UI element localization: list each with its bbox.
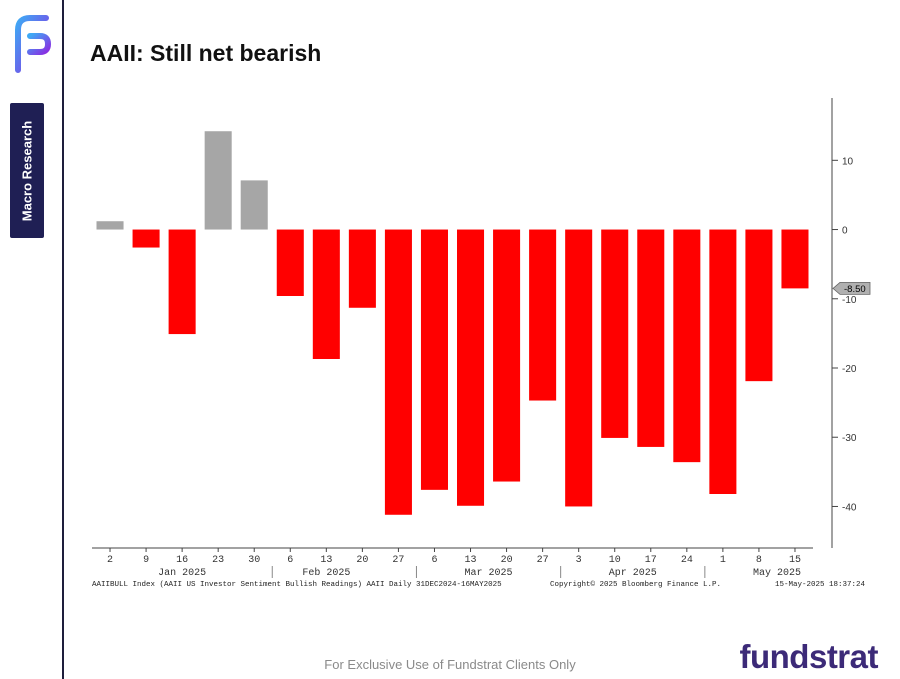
x-tick-label: 10 [609,555,621,566]
y-tick-label: -30 [842,433,857,444]
slide-title: AAII: Still net bearish [90,40,322,66]
section-label-badge: Macro Research [10,103,44,238]
fundstrat-logo-icon [15,15,52,73]
month-label: Mar 2025 [465,568,513,579]
x-tick-label: 15 [789,555,801,566]
month-label: Jan 2025 [158,568,206,579]
x-tick-label: 27 [392,555,404,566]
bar [276,229,304,296]
x-tick-label: 24 [681,555,693,566]
disclaimer: For Exclusive Use of Fundstrat Clients O… [324,657,576,672]
bar [168,229,196,335]
x-tick-label: 27 [537,555,549,566]
bar [204,131,232,230]
x-tick-label: 6 [287,555,293,566]
bar-chart: 100-10-20-30-40-8.502 9 16 23 30 6 13 20 27 6 13 20… [92,98,871,589]
bar [96,221,124,230]
y-tick-label: 10 [842,156,854,167]
bar [673,229,701,463]
x-tick-label: 23 [212,555,224,566]
source-footer: AAIIBULL Index (AAII US Investor Sentime… [92,581,502,589]
bar [637,229,665,447]
last-value-flag [832,281,871,295]
month-label: Apr 2025 [609,568,657,579]
x-tick-label: 20 [501,555,513,566]
sidebar: Macro Research [0,0,62,679]
x-tick-label: 20 [356,555,368,566]
bar [384,229,412,515]
bar [601,229,629,438]
x-tick-label: 13 [320,555,332,566]
section-label: Macro Research [19,120,35,221]
timestamp-footer: 15-May-2025 18:37:24 [775,581,866,589]
last-value-label: -8.50 [844,284,866,295]
bar [745,229,773,382]
y-tick-label: -40 [842,502,857,513]
bar [132,229,160,248]
x-tick-label: 8 [756,555,762,566]
bar [493,229,521,482]
sidebar-divider [62,0,64,679]
bar [348,229,376,308]
copyright-footer: Copyright© 2025 Bloomberg Finance L.P. [550,580,721,589]
x-tick-label: 13 [465,555,477,566]
x-tick-label: 2 [107,555,113,566]
bar [565,229,593,507]
brand-logo: fundstrat [739,638,879,675]
y-tick-label: -20 [842,364,857,375]
y-tick-label: 0 [842,226,848,237]
bar [781,229,809,289]
bar [312,229,340,359]
x-tick-label: 9 [143,555,149,566]
month-label: May 2025 [753,568,801,579]
bar [457,229,485,506]
x-tick-label: 6 [431,555,437,566]
y-tick-label: -10 [842,295,857,306]
bar [709,229,737,495]
x-tick-label: 30 [248,555,260,566]
x-tick-label: 3 [576,555,582,566]
bar [240,180,268,230]
x-tick-label: 17 [645,555,657,566]
bar [420,229,448,490]
x-tick-label: 1 [720,555,726,566]
bar [529,229,557,401]
x-tick-label: 16 [176,555,188,566]
month-label: Feb 2025 [302,567,350,579]
